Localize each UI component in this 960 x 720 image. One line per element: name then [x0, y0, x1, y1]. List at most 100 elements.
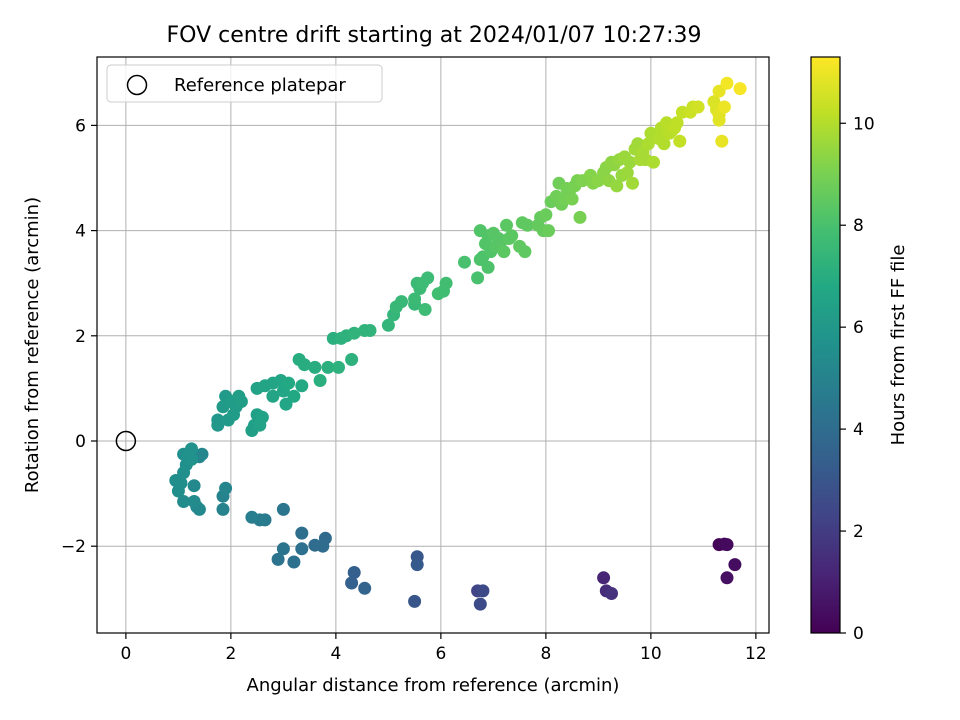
plot-area-frame: [96, 56, 770, 634]
data-point: [321, 360, 335, 374]
data-point: [177, 495, 191, 508]
y-tick-label: 6: [75, 116, 86, 136]
data-point: [626, 176, 639, 190]
data-point: [717, 100, 731, 114]
data-point: [410, 558, 424, 572]
data-point: [673, 134, 687, 148]
colorbar-tick-label: 2: [853, 522, 864, 542]
data-point: [421, 271, 435, 285]
data-point: [712, 113, 726, 127]
data-point: [720, 76, 734, 90]
data-point: [347, 566, 361, 579]
chart-title: FOV centre drift starting at 2024/01/07 …: [167, 23, 702, 48]
x-axis-ticks: 0 2 4 6 8 10 12: [120, 633, 767, 664]
colorbar-tick-label: 8: [853, 216, 864, 236]
scatter-points: [169, 76, 747, 611]
data-point: [266, 389, 280, 403]
x-tick-label: 4: [330, 644, 341, 664]
data-point: [313, 374, 327, 387]
data-point: [345, 353, 359, 366]
data-point: [720, 538, 734, 552]
x-axis-label: Angular distance from reference (arcmin): [247, 675, 620, 696]
data-point: [255, 410, 269, 424]
data-point: [565, 192, 579, 206]
data-point: [295, 379, 309, 393]
x-tick-label: 8: [540, 644, 551, 664]
y-axis-label: Rotation from reference (arcmin): [22, 197, 43, 493]
data-point: [542, 224, 555, 238]
data-point: [720, 571, 734, 585]
data-point: [308, 538, 322, 552]
data-point: [332, 360, 345, 374]
data-point: [521, 218, 534, 232]
data-point: [481, 260, 495, 274]
x-tick-label: 12: [745, 644, 767, 664]
legend-box: [106, 64, 383, 103]
data-point: [573, 210, 587, 224]
data-point: [539, 208, 553, 222]
data-point: [279, 397, 293, 411]
data-point: [471, 271, 485, 285]
data-point: [276, 542, 290, 556]
y-tick-label: −2: [61, 537, 86, 557]
data-point: [408, 594, 422, 608]
data-point: [295, 542, 309, 556]
data-point: [308, 360, 322, 374]
data-point: [670, 116, 684, 130]
data-point: [657, 137, 671, 151]
colorbar-label: Hours from first FF file: [888, 245, 909, 446]
data-point: [185, 442, 198, 456]
data-point: [476, 584, 490, 598]
data-point: [691, 100, 705, 114]
data-point: [728, 558, 742, 572]
data-point: [185, 452, 198, 466]
data-point: [219, 481, 233, 495]
data-point: [647, 155, 660, 169]
x-tick-label: 0: [120, 644, 131, 664]
data-point: [347, 326, 361, 340]
data-point: [276, 502, 290, 516]
data-point: [712, 84, 726, 98]
data-point: [287, 389, 301, 403]
data-point: [715, 134, 729, 148]
data-point: [234, 395, 248, 408]
data-point: [641, 137, 655, 151]
data-point: [271, 552, 285, 566]
y-tick-label: 2: [75, 327, 86, 347]
data-point: [363, 324, 377, 337]
data-point: [187, 495, 201, 508]
data-point: [605, 587, 618, 600]
x-tick-label: 10: [640, 644, 662, 664]
data-point: [623, 155, 637, 169]
data-point: [439, 276, 453, 290]
data-point: [395, 295, 408, 309]
data-point: [381, 318, 395, 332]
data-point: [297, 358, 311, 372]
data-point: [620, 166, 634, 180]
data-point: [500, 218, 513, 232]
reference-platepar-point: [115, 430, 137, 452]
data-point: [518, 245, 532, 259]
colorbar: [810, 56, 841, 634]
data-point: [497, 245, 511, 259]
data-point: [505, 229, 519, 243]
legend: Reference platepar: [106, 64, 383, 103]
data-point: [733, 82, 747, 96]
legend-label-reference: Reference platepar: [174, 75, 346, 96]
data-point: [295, 526, 309, 540]
grid: [97, 57, 769, 633]
colorbar-tick-label: 10: [853, 114, 875, 134]
colorbar-tick-label: 4: [853, 420, 864, 440]
colorbar-tick-label: 6: [853, 318, 864, 338]
colorbar-tick-label: 0: [853, 624, 864, 644]
data-point: [408, 292, 422, 306]
data-point: [345, 576, 359, 590]
data-point: [245, 510, 259, 524]
y-tick-label: 4: [75, 222, 86, 242]
data-point: [282, 376, 296, 390]
data-point: [597, 571, 611, 585]
data-point: [211, 413, 225, 427]
colorbar-ticks: 0 2 4 6 8 10: [840, 114, 875, 644]
x-tick-label: 6: [435, 644, 446, 664]
